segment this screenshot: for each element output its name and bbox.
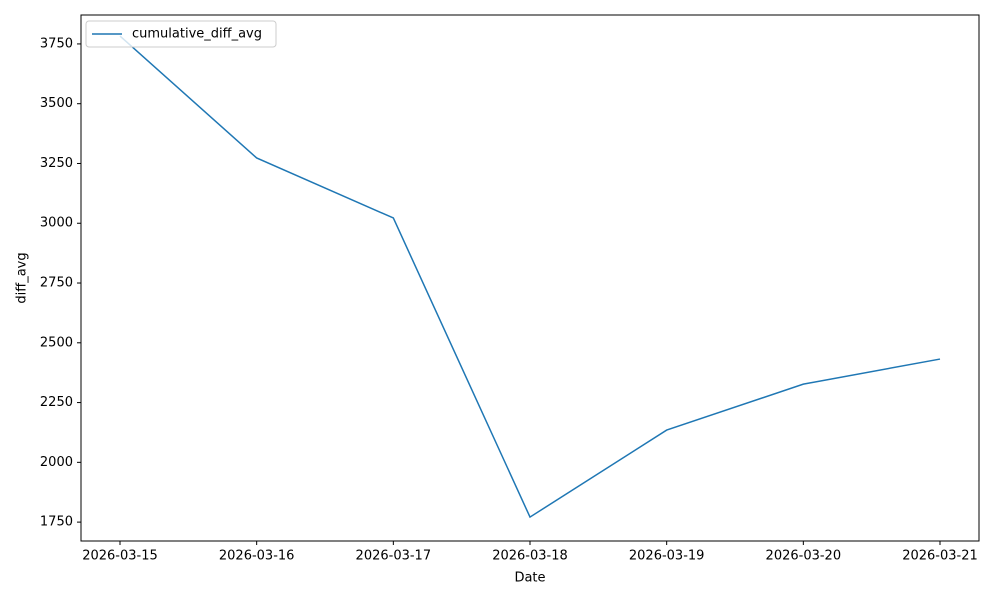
y-tick-label: 2500: [40, 335, 73, 350]
y-tick-label: 3500: [40, 96, 73, 111]
y-tick-label: 2000: [40, 455, 73, 470]
x-axis-label: Date: [514, 571, 545, 586]
x-tick-label: 2026-03-19: [629, 549, 705, 564]
legend-label: cumulative_diff_avg: [132, 27, 262, 42]
y-tick-label: 3000: [40, 216, 73, 231]
x-tick-label: 2026-03-17: [356, 549, 432, 564]
legend-box: [85, 20, 277, 48]
y-axis-label: diff_avg: [15, 252, 30, 303]
y-tick-label: 1750: [40, 515, 73, 530]
y-tick-label: 2250: [40, 395, 73, 410]
x-tick-label: 2026-03-18: [492, 549, 568, 564]
line: [119, 35, 941, 519]
x-tick-label: 2026-03-20: [766, 549, 842, 564]
x-tick-label: 2026-03-16: [219, 549, 295, 564]
y-tick-label: 2750: [40, 276, 73, 291]
y-tick-label: 3750: [40, 36, 73, 51]
y-tick-label: 3250: [40, 156, 73, 171]
x-tick-label: 2026-03-15: [82, 549, 158, 564]
x-tick-label: 2026-03-21: [902, 549, 978, 564]
